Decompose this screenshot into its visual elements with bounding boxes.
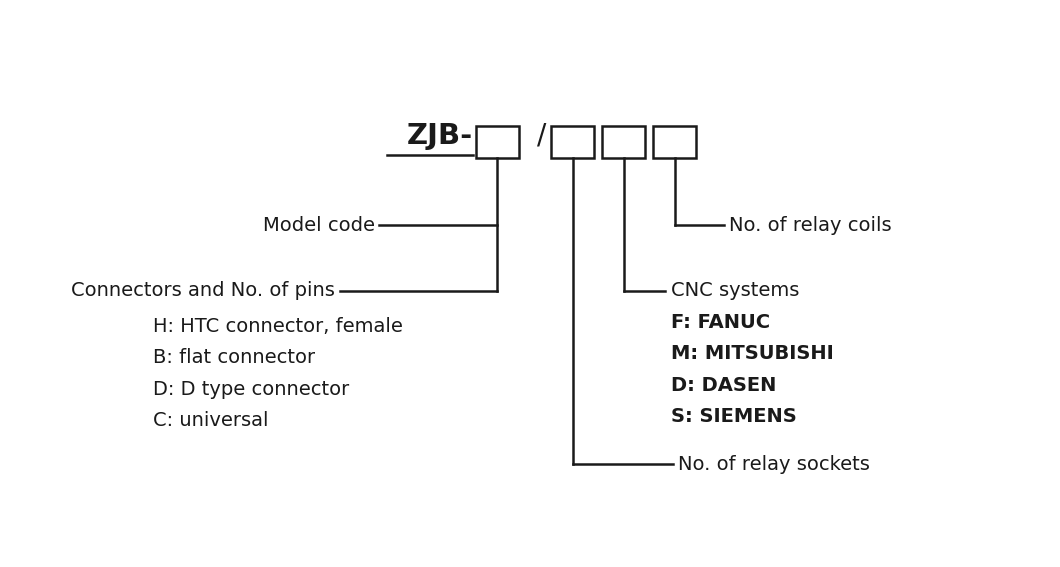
Text: B: flat connector: B: flat connector: [153, 349, 315, 367]
Text: D: D type connector: D: D type connector: [153, 380, 350, 399]
Text: F: FANUC: F: FANUC: [671, 312, 770, 332]
Text: S: SIEMENS: S: SIEMENS: [671, 407, 796, 426]
Bar: [551, 126, 595, 158]
Text: D: DASEN: D: DASEN: [671, 375, 776, 395]
Text: M: MITSUBISHI: M: MITSUBISHI: [671, 344, 833, 363]
Text: No. of relay coils: No. of relay coils: [729, 215, 891, 235]
Text: No. of relay sockets: No. of relay sockets: [678, 455, 870, 474]
Bar: [476, 126, 518, 158]
Text: CNC systems: CNC systems: [671, 281, 799, 300]
Text: H: HTC connector, female: H: HTC connector, female: [153, 317, 403, 336]
Text: Connectors and No. of pins: Connectors and No. of pins: [71, 281, 335, 300]
Text: Model code: Model code: [263, 215, 375, 235]
Text: ZJB-: ZJB-: [407, 122, 474, 150]
Bar: [602, 126, 646, 158]
Text: /: /: [537, 122, 546, 150]
Text: C: universal: C: universal: [153, 411, 268, 430]
Bar: [653, 126, 696, 158]
